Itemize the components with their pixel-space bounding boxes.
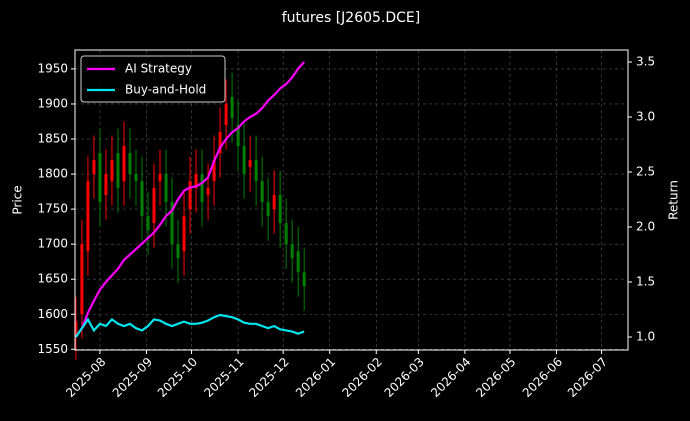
y-tick-label: 1550 — [37, 342, 68, 356]
y2-tick-label: 1.5 — [636, 275, 655, 289]
candle-body — [122, 146, 126, 182]
candle-body — [182, 216, 186, 252]
y-tick-label: 1900 — [37, 96, 68, 110]
y-tick-label: 1950 — [37, 61, 68, 75]
plot-frame — [74, 49, 629, 351]
legend: AI Strategy Buy-and-Hold — [80, 55, 226, 103]
candle-body — [206, 188, 210, 196]
candle-body — [194, 174, 198, 189]
candle-body — [236, 125, 240, 147]
candle-body — [284, 223, 288, 245]
candle-body — [98, 153, 102, 203]
candle-body — [272, 195, 276, 210]
series-line — [74, 61, 306, 338]
y2-axis-label: Return — [667, 180, 681, 220]
candle-body — [86, 181, 90, 252]
candle-body — [110, 160, 114, 182]
candle-body — [188, 181, 192, 210]
legend-box — [80, 55, 226, 103]
y-tick-label: 1700 — [37, 237, 68, 251]
y2-tick-label: 2.5 — [636, 165, 655, 179]
candle-body — [104, 174, 108, 196]
candle-body — [80, 244, 84, 315]
candle-body — [176, 244, 180, 259]
candle-body — [164, 174, 168, 203]
chart-title: futures [J2605.DCE] — [282, 10, 421, 26]
legend-label: Buy-and-Hold — [125, 83, 206, 97]
candle-body — [248, 160, 252, 168]
candle-body — [170, 202, 174, 245]
candle-body — [260, 181, 264, 203]
series-line — [74, 313, 305, 338]
candle-body — [200, 174, 204, 203]
y-tick-label: 1750 — [37, 202, 68, 216]
candle-body — [74, 321, 78, 336]
candle-body — [296, 251, 300, 273]
y-axis-label: Price — [11, 185, 25, 214]
candle-body — [218, 132, 222, 154]
candle-body — [146, 216, 150, 231]
y-tick-label: 1650 — [37, 272, 68, 286]
candle-body — [242, 146, 246, 175]
y2-tick-label: 3.0 — [636, 109, 655, 123]
candle-body — [134, 174, 138, 182]
candle-body — [158, 174, 162, 182]
candle-body — [128, 153, 132, 175]
candle-body — [224, 103, 228, 125]
candle-body — [152, 188, 156, 224]
y2-tick-label: 1.0 — [636, 330, 655, 344]
candle-body — [302, 272, 306, 287]
y-tick-label: 1800 — [37, 167, 68, 181]
candle-body — [116, 153, 120, 189]
legend-label: AI Strategy — [125, 62, 192, 76]
candle-body — [278, 195, 282, 224]
candle-body — [92, 160, 96, 175]
y2-tick-label: 3.5 — [636, 54, 655, 68]
candle-body — [230, 96, 234, 118]
candle-body — [140, 181, 144, 217]
y-tick-label: 1850 — [37, 132, 68, 146]
candle-body — [212, 160, 216, 182]
y2-tick-label: 2.0 — [636, 220, 655, 234]
candle-body — [290, 244, 294, 259]
y-tick-label: 1600 — [37, 307, 68, 321]
candle-body — [254, 160, 258, 182]
candle-body — [266, 202, 270, 217]
